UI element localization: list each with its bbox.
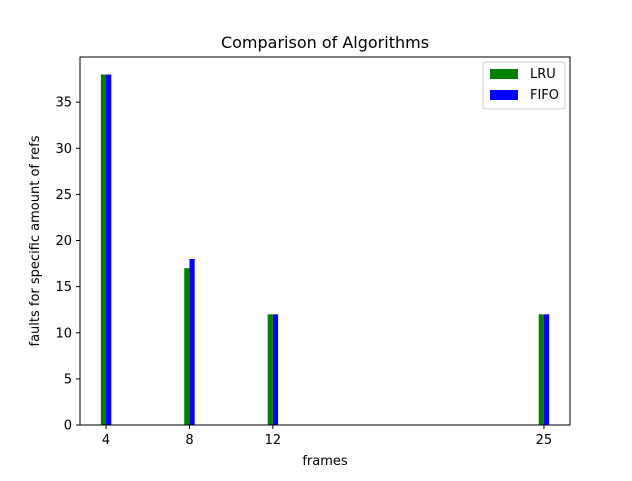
bar-fifo-25 (543, 314, 550, 425)
y-tick-label: 30 (55, 142, 72, 157)
y-tick-label: 20 (55, 234, 72, 249)
legend-label-lru: LRU (530, 67, 556, 82)
legend-swatch-lru (490, 69, 518, 79)
x-tick-label: 12 (265, 433, 282, 448)
y-axis: 0 5 10 15 20 25 30 35 (55, 96, 80, 434)
y-tick-label: 0 (64, 419, 72, 434)
chart-title: Comparison of Algorithms (221, 33, 429, 52)
axes-frame (79, 56, 571, 426)
bar-lru-12 (267, 314, 273, 425)
bar-fifo-12 (272, 314, 279, 425)
legend-label-fifo: FIFO (530, 88, 559, 103)
x-axis-label: frames (302, 454, 348, 469)
y-tick-label: 5 (64, 372, 72, 387)
legend-swatch-fifo (490, 90, 518, 100)
y-tick-label: 15 (55, 280, 72, 295)
x-tick-label: 4 (102, 433, 110, 448)
x-axis: 4 8 12 25 (102, 425, 552, 448)
y-tick-label: 25 (55, 188, 72, 203)
legend: LRU FIFO (482, 61, 566, 110)
bar-fifo-4 (106, 74, 112, 426)
y-axis-label: faults for specific amount of refs (28, 135, 43, 346)
bar-lru-8 (184, 268, 190, 425)
x-tick-label: 25 (536, 433, 553, 448)
y-tick-label: 10 (55, 326, 72, 341)
bar-fifo-8 (189, 258, 195, 425)
y-tick-label: 35 (55, 96, 72, 111)
x-tick-label: 8 (185, 433, 193, 448)
plot-area (100, 74, 550, 426)
bar-lru-4 (100, 74, 107, 426)
bar-lru-25 (538, 314, 544, 425)
